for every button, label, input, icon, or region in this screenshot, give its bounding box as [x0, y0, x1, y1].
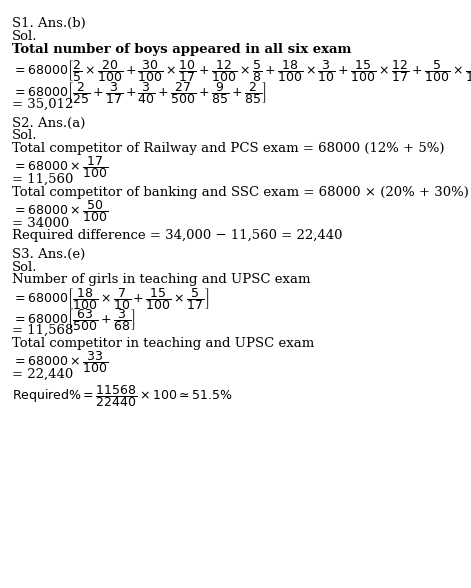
Text: $= 68000 \times \dfrac{17}{100}$: $= 68000 \times \dfrac{17}{100}$	[12, 155, 108, 181]
Text: Sol.: Sol.	[12, 30, 37, 43]
Text: Number of girls in teaching and UPSC exam: Number of girls in teaching and UPSC exa…	[12, 273, 310, 286]
Text: Total number of boys appeared in all six exam: Total number of boys appeared in all six…	[12, 43, 351, 56]
Text: $\text{Required\%} = \dfrac{11568}{22440} \times 100 \simeq 51.5\%$: $\text{Required\%} = \dfrac{11568}{22440…	[12, 383, 232, 409]
Text: = 34000: = 34000	[12, 217, 69, 230]
Text: $= 68000\left[\dfrac{2}{5}\times\dfrac{20}{100}+\dfrac{30}{100}\times\dfrac{10}{: $= 68000\left[\dfrac{2}{5}\times\dfrac{2…	[12, 58, 471, 83]
Text: = 11,568: = 11,568	[12, 324, 73, 337]
Text: $= 68000\left[\dfrac{18}{100}\times\dfrac{7}{10}+\dfrac{15}{100}\times\dfrac{5}{: $= 68000\left[\dfrac{18}{100}\times\dfra…	[12, 286, 209, 312]
Text: Required difference = 34,000 − 11,560 = 22,440: Required difference = 34,000 − 11,560 = …	[12, 229, 342, 242]
Text: Total competitor of Railway and PCS exam = 68000 (12% + 5%): Total competitor of Railway and PCS exam…	[12, 142, 444, 155]
Text: S2. Ans.(a): S2. Ans.(a)	[12, 116, 85, 129]
Text: = 35,012: = 35,012	[12, 98, 73, 111]
Text: S3. Ans.(e): S3. Ans.(e)	[12, 248, 85, 261]
Text: $= 68000\left[\dfrac{63}{500}+\dfrac{3}{68}\right]$: $= 68000\left[\dfrac{63}{500}+\dfrac{3}{…	[12, 307, 135, 333]
Text: = 11,560: = 11,560	[12, 173, 73, 186]
Text: Total competitor in teaching and UPSC exam: Total competitor in teaching and UPSC ex…	[12, 337, 314, 350]
Text: Sol.: Sol.	[12, 129, 37, 142]
Text: $= 68000 \times \dfrac{33}{100}$: $= 68000 \times \dfrac{33}{100}$	[12, 349, 108, 375]
Text: $= 68000\left[\dfrac{2}{25}+\dfrac{3}{17}+\dfrac{3}{40}+\dfrac{27}{500}+\dfrac{9: $= 68000\left[\dfrac{2}{25}+\dfrac{3}{17…	[12, 79, 267, 105]
Text: Sol.: Sol.	[12, 260, 37, 273]
Text: $= 68000 \times \dfrac{50}{100}$: $= 68000 \times \dfrac{50}{100}$	[12, 198, 108, 224]
Text: S1. Ans.(b): S1. Ans.(b)	[12, 18, 85, 31]
Text: Total competitor of banking and SSC exam = 68000 × (20% + 30%): Total competitor of banking and SSC exam…	[12, 186, 469, 199]
Text: = 22,440: = 22,440	[12, 368, 73, 381]
